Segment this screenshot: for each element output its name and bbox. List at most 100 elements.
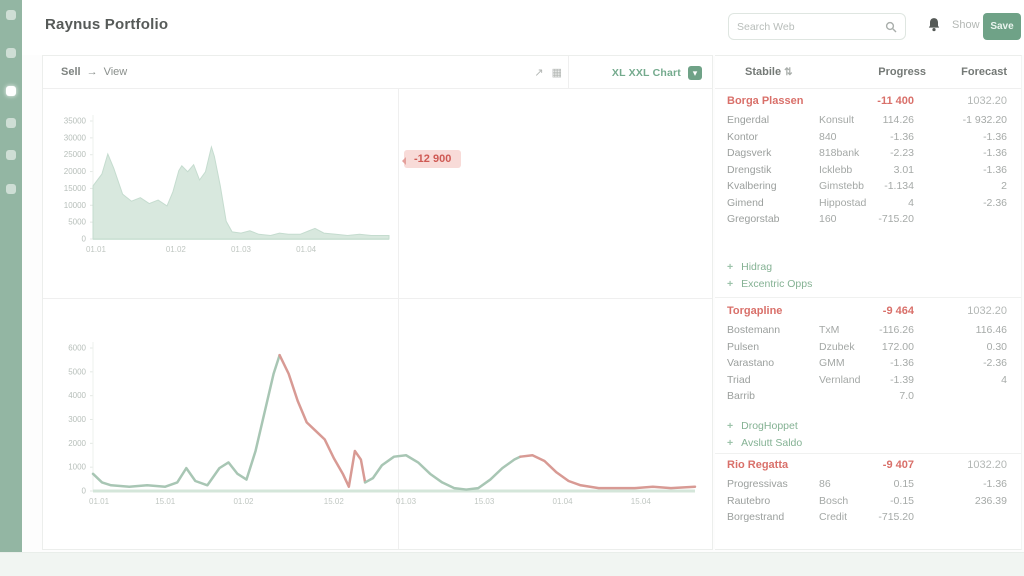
- svg-text:0: 0: [82, 235, 87, 244]
- svg-text:15.02: 15.02: [324, 497, 345, 506]
- svg-text:4000: 4000: [68, 391, 86, 400]
- row-sublabel: Vernland: [819, 373, 861, 386]
- sidebar-item-reports[interactable]: [6, 150, 16, 160]
- svg-text:5000: 5000: [68, 367, 86, 376]
- sidebar-item-dashboard[interactable]: [6, 48, 16, 58]
- svg-text:30000: 30000: [64, 133, 87, 142]
- sort-icon[interactable]: ⇅: [784, 67, 793, 78]
- area-chart[interactable]: 35000 30000 25000 20000 15000 10000 5000 0 01.01…: [53, 94, 397, 294]
- table-row[interactable]: Pulsen Dzubek 172.00 0.30: [727, 340, 1007, 357]
- table-row[interactable]: Kontor 840 -1.36 -1.36: [727, 130, 1007, 147]
- table-row[interactable]: Bostemann TxM -116.26 116.46: [727, 323, 1007, 340]
- row-progress-value: 114.26: [882, 114, 914, 126]
- section-divider: [715, 453, 1021, 454]
- row-sublabel: 840: [819, 130, 837, 143]
- table-row[interactable]: Progressivas 86 0.15 -1.36: [727, 477, 1007, 494]
- footer-bar: [0, 552, 1024, 576]
- chart-size-dropdown[interactable]: XL XXL Chart ▾: [612, 56, 702, 89]
- svg-text:01.02: 01.02: [166, 245, 187, 254]
- charts-card: Sell → View ↗ ▦ XL XXL Chart ▾ 35000 3000…: [42, 55, 713, 550]
- panel-header: Stabile ⇅ Progress Forecast: [715, 56, 1021, 89]
- add-link[interactable]: + Excentric Opps: [727, 276, 1007, 293]
- row-sublabel: Gimstebb: [819, 180, 864, 192]
- row-sublabel: 818bank: [819, 147, 860, 159]
- show-link[interactable]: Show: [952, 19, 980, 31]
- breadcrumb-item-sell[interactable]: Sell: [61, 66, 81, 78]
- row-forecast-value: -2.36: [983, 357, 1007, 369]
- bell-icon[interactable]: [927, 17, 941, 33]
- quadrant-vertical-divider: [398, 89, 399, 549]
- row-label: Progressivas: [727, 478, 788, 490]
- column-header-stabile[interactable]: Stabile ⇅: [745, 66, 793, 78]
- add-link[interactable]: + Avslutt Saldo: [727, 435, 1007, 452]
- svg-text:3000: 3000: [68, 415, 86, 424]
- table-row[interactable]: Engerdal Konsult 114.26 -1 932.20: [727, 113, 1007, 130]
- row-label: Varastano: [727, 357, 775, 369]
- row-label: Pulsen: [727, 340, 760, 353]
- row-progress-value: -1.134: [884, 180, 914, 192]
- header: Raynus Portfolio Show Save: [22, 0, 1024, 55]
- summary-panel: Stabile ⇅ Progress Forecast Borga Plasse…: [715, 55, 1022, 550]
- section-title: Rio Regatta: [727, 459, 789, 471]
- quadrant-horizontal-divider: [43, 298, 712, 299]
- plus-icon: +: [727, 420, 734, 433]
- row-progress-value: 172.00: [881, 340, 914, 353]
- breadcrumb-item-view[interactable]: View: [103, 66, 128, 78]
- column-header-forecast[interactable]: Forecast: [961, 66, 1007, 78]
- table-row[interactable]: Drengstik Icklebb 3.01 -1.36: [727, 163, 1007, 180]
- sidebar-item-menu[interactable]: [6, 10, 16, 20]
- table-row[interactable]: Borgestrand Credit -715.20: [727, 510, 1007, 527]
- breadcrumb-arrow-icon: →: [86, 66, 98, 78]
- row-forecast-value: -2.36: [983, 196, 1007, 209]
- row-forecast-value: 116.46: [975, 324, 1007, 336]
- column-header-progress[interactable]: Progress: [878, 66, 926, 78]
- expand-icon[interactable]: ↗: [534, 67, 544, 79]
- svg-text:2000: 2000: [68, 439, 86, 448]
- grid-icon[interactable]: ▦: [551, 67, 562, 79]
- table-row[interactable]: Kvalbering Gimstebb -1.134 2: [727, 179, 1007, 196]
- add-link-label: Avslutt Saldo: [741, 436, 803, 449]
- svg-text:5000: 5000: [68, 218, 86, 227]
- sidebar-item-documents[interactable]: [6, 118, 16, 128]
- table-row[interactable]: Gimend Hippostad 4 -2.36: [727, 196, 1007, 213]
- sidebar: [0, 0, 22, 552]
- section-header-row[interactable]: Torgapline -9 464 1032.20: [727, 304, 1007, 323]
- search-input[interactable]: [737, 20, 885, 33]
- svg-text:01.01: 01.01: [86, 245, 107, 254]
- table-row[interactable]: Varastano GMM -1.36 -2.36: [727, 356, 1007, 373]
- row-sublabel: Bosch: [819, 494, 849, 507]
- row-forecast-value: 4: [1001, 373, 1007, 386]
- sidebar-item-charts[interactable]: [6, 86, 16, 96]
- panel-section: Borga Plassen -11 400 1032.20 Engerdal Konsu…: [727, 94, 1007, 229]
- row-sublabel: Icklebb: [819, 163, 853, 176]
- row-label: Gregorstab: [727, 213, 780, 225]
- row-sublabel: Hippostad: [819, 196, 867, 209]
- search-icon[interactable]: [885, 21, 897, 33]
- svg-text:01.01: 01.01: [89, 497, 110, 506]
- table-row[interactable]: Triad Vernland -1.39 4: [727, 373, 1007, 390]
- row-forecast-value: -1.36: [983, 478, 1007, 490]
- section-header-row[interactable]: Borga Plassen -11 400 1032.20: [727, 94, 1007, 113]
- table-row[interactable]: Rautebro Bosch -0.15 236.39: [727, 494, 1007, 511]
- add-link[interactable]: + Hidrag: [727, 259, 1007, 276]
- value-badge[interactable]: -12 900: [401, 150, 462, 168]
- toolbar-icons: ↗ ▦: [534, 56, 562, 89]
- line-chart[interactable]: 6000 5000 4000 3000 2000 1000 0 01.01 15.01 01.02…: [53, 334, 703, 524]
- row-sublabel: Konsult: [819, 114, 855, 126]
- add-link[interactable]: + DrogHoppet: [727, 418, 1007, 435]
- row-sublabel: GMM: [819, 357, 845, 369]
- section-header-row[interactable]: Rio Regatta -9 407 1032.20: [727, 458, 1007, 477]
- table-row[interactable]: Gregorstab 160 -715.20: [727, 212, 1007, 229]
- save-button[interactable]: Save: [983, 13, 1021, 40]
- section-title: Torgapline: [727, 305, 783, 317]
- plus-icon: +: [727, 261, 734, 274]
- row-sublabel: Credit: [819, 511, 848, 523]
- section-total: -9 464: [882, 305, 914, 317]
- svg-text:6000: 6000: [68, 344, 86, 353]
- sidebar-item-settings[interactable]: [6, 184, 16, 194]
- table-row[interactable]: Barrib 7.0: [727, 389, 1007, 406]
- table-row[interactable]: Dagsverk 818bank -2.23 -1.36: [727, 146, 1007, 163]
- section-forecast: 1032.20: [967, 95, 1007, 107]
- row-sublabel: 160: [819, 213, 837, 225]
- row-sublabel: 86: [819, 478, 831, 490]
